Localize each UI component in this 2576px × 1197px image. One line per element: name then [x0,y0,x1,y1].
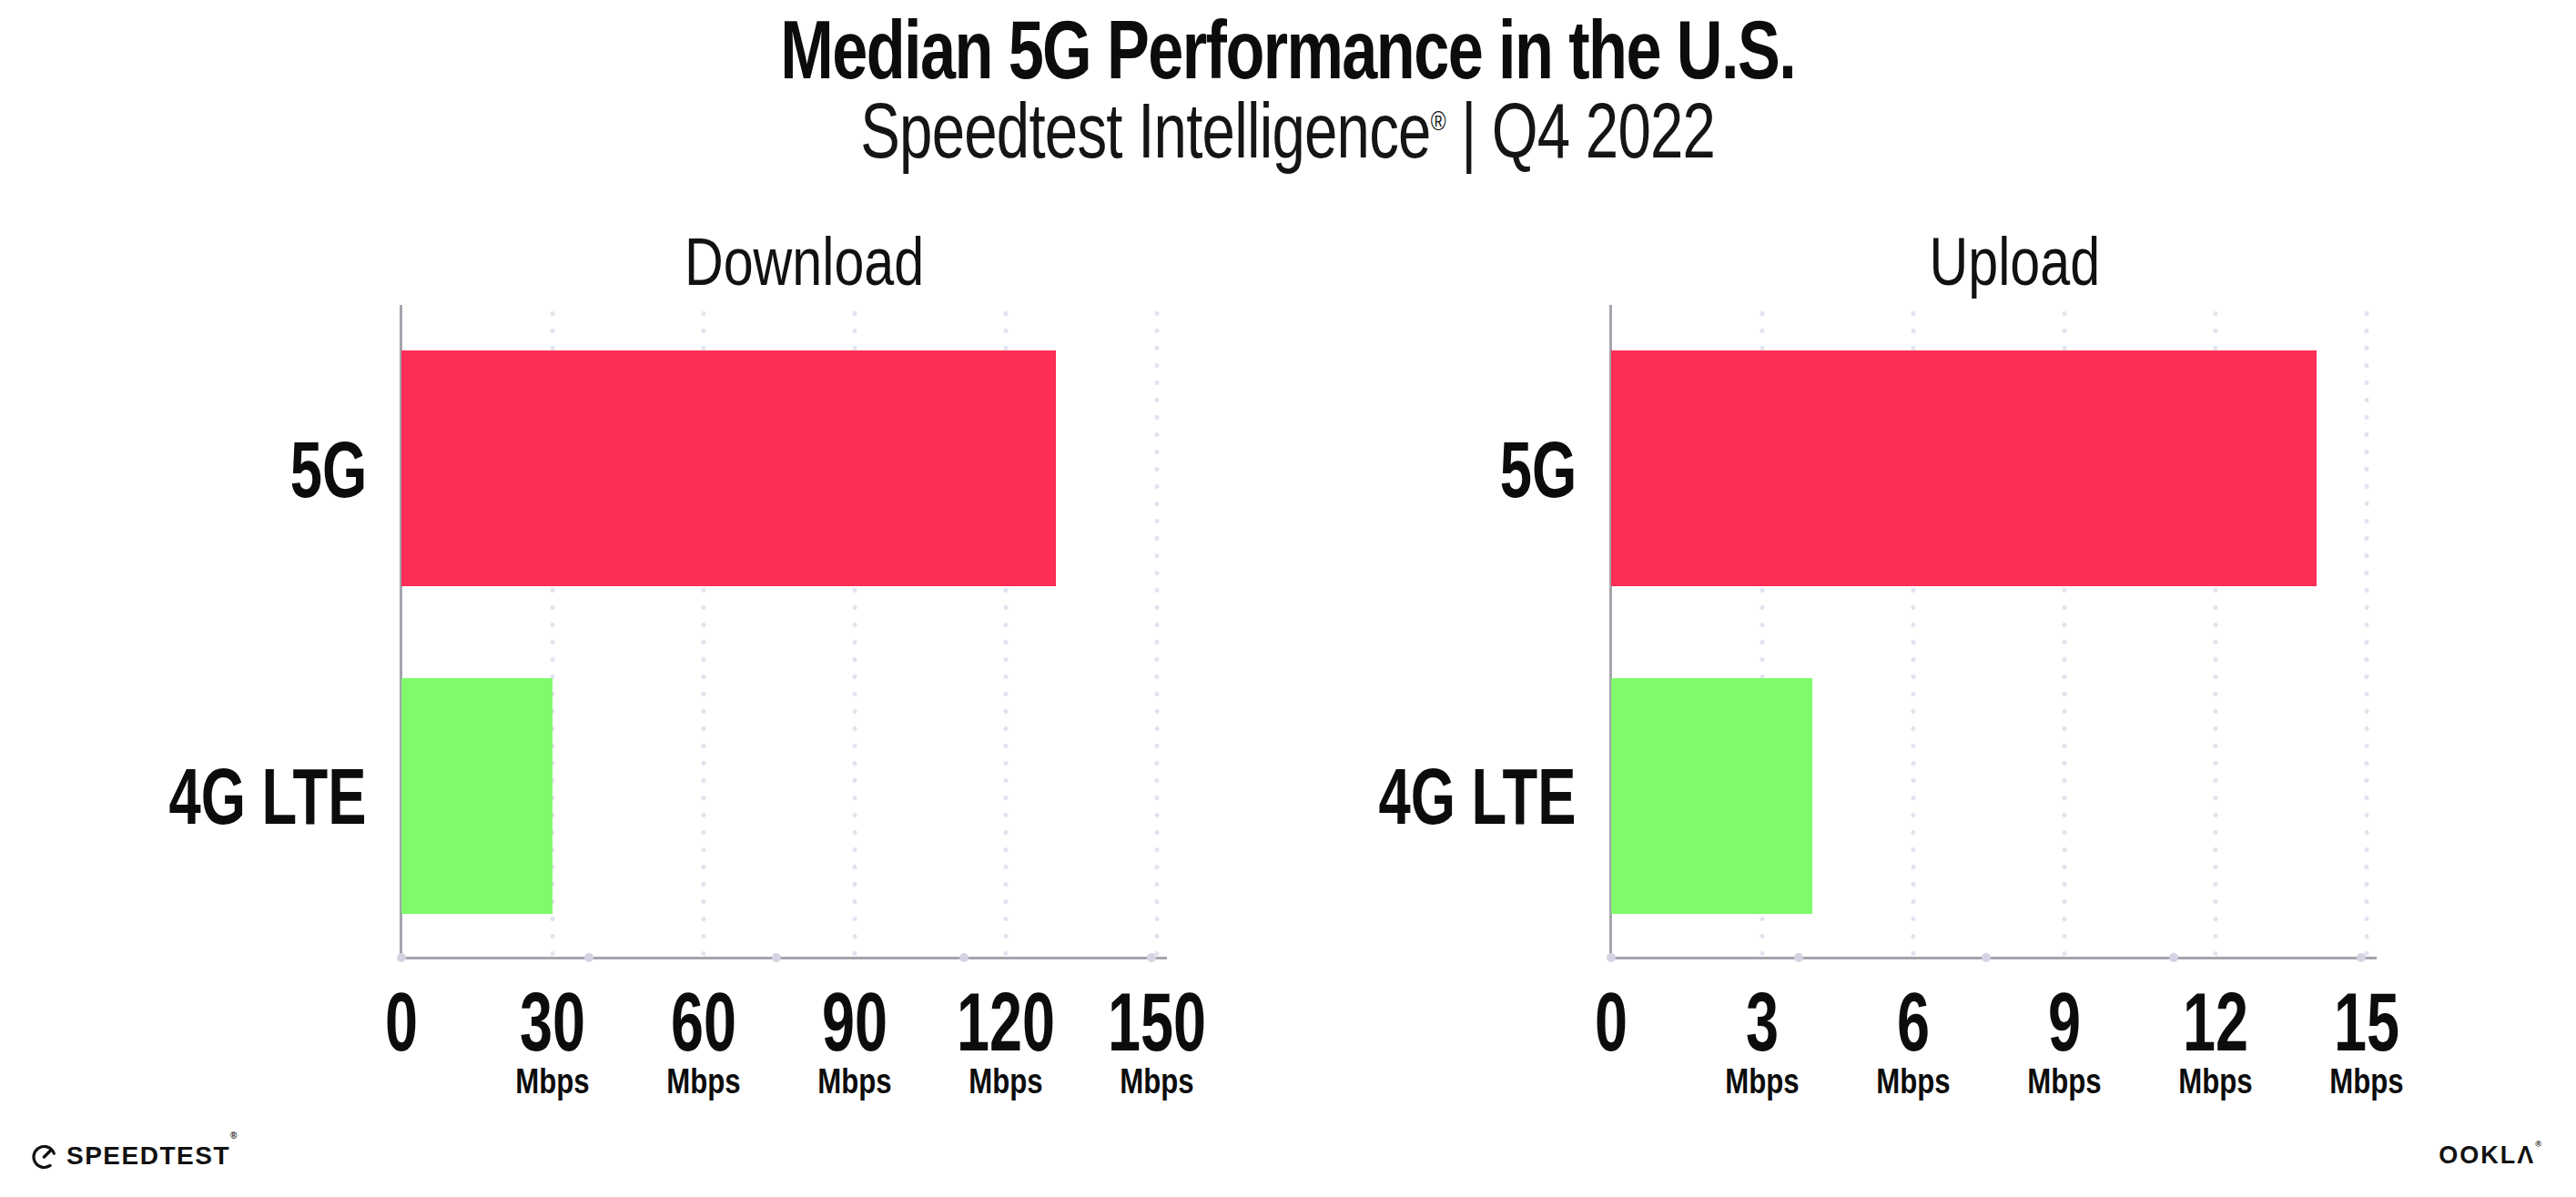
axis-dot [397,953,406,962]
upload-chart: Upload 5G 4G LTE 0 3Mbps 6Mbps 9Mbps [1611,305,2367,959]
page-subtitle-text: Speedtest Intelligence® | Q4 2022 [861,89,1716,171]
ookla-logo: OOKLΛ® [2439,1143,2543,1168]
upload-chart-title-text: Upload [1929,228,2100,296]
x-tick-unit: Mbps [2027,1064,2101,1099]
bar-5g-download [401,350,1056,586]
axis-dot [2169,953,2178,962]
download-chart: Download 5G 4G LTE 0 30Mbps 60Mbps 90Mbp… [401,305,1157,959]
axis-dot [1982,953,1991,962]
chart-canvas: Median 5G Performance in the U.S. Speedt… [0,0,2576,1197]
x-tick-number: 3 [1729,989,1794,1057]
x-tick-number: 90 [822,989,887,1057]
axis-dot [2357,953,2366,962]
axis-dot [772,953,781,962]
download-chart-title-text: Download [685,228,924,296]
category-label-5g: 5G [289,430,367,510]
x-tick-number: 150 [1108,989,1206,1057]
axis-dot [1794,953,1803,962]
x-tick-unit: Mbps [1100,1064,1212,1099]
x-axis-line [400,957,1167,959]
category-label-4g-lte: 4G LTE [1379,756,1577,837]
speedtest-gauge-icon [30,1142,58,1171]
subtitle-period: | Q4 2022 [1461,86,1715,174]
speedtest-logo: SPEEDTEST® [30,1141,238,1171]
axis-dot [584,953,593,962]
speedtest-logo-text: SPEEDTEST® [66,1143,238,1169]
bar-5g-upload [1611,350,2317,586]
category-label-5g: 5G [1499,430,1577,510]
ookla-logo-text: OOKLΛ [2439,1141,2535,1169]
gridline-150 [1154,305,1160,957]
download-chart-title: Download [427,228,1182,296]
registered-mark-icon: ® [230,1131,238,1141]
bar-4g-lte-upload [1611,678,1812,914]
page-subtitle: Speedtest Intelligence® | Q4 2022 [0,89,2576,171]
x-tick-number: 6 [1881,989,1945,1057]
x-tick-unit: Mbps [2178,1064,2253,1099]
bar-4g-lte-download [401,678,553,914]
page-title-text: Median 5G Performance in the U.S. [781,9,1796,91]
x-tick-number: 15 [2334,989,2399,1057]
x-tick-unit: Mbps [1876,1064,1950,1099]
x-tick-unit: Mbps [949,1064,1061,1099]
axis-dot [1607,953,1616,962]
axis-dot [959,953,969,962]
x-axis-line [1609,957,2377,959]
x-tick-unit: Mbps [515,1064,590,1099]
axis-dot [1147,953,1156,962]
x-tick-number: 30 [520,989,585,1057]
registered-mark-icon: ® [1431,106,1445,136]
x-tick-number: 12 [2183,989,2248,1057]
x-tick-number: 120 [957,989,1055,1057]
upload-chart-title: Upload [1637,228,2392,296]
subtitle-brand: Speedtest Intelligence [861,86,1431,174]
x-tick-number: 9 [2032,989,2096,1057]
x-tick-number: 0 [385,989,418,1057]
x-tick-number: 60 [671,989,736,1057]
x-tick-unit: Mbps [817,1064,892,1099]
x-tick-unit: Mbps [2329,1064,2404,1099]
page-title: Median 5G Performance in the U.S. [0,9,2576,91]
x-tick-unit: Mbps [1725,1064,1799,1099]
gridline-15 [2364,305,2369,957]
speedtest-wordmark: SPEEDTEST [66,1141,230,1170]
registered-mark-icon: ® [2535,1140,2543,1149]
category-label-4g-lte: 4G LTE [169,756,367,837]
x-tick-unit: Mbps [666,1064,741,1099]
x-tick-number: 0 [1595,989,1628,1057]
